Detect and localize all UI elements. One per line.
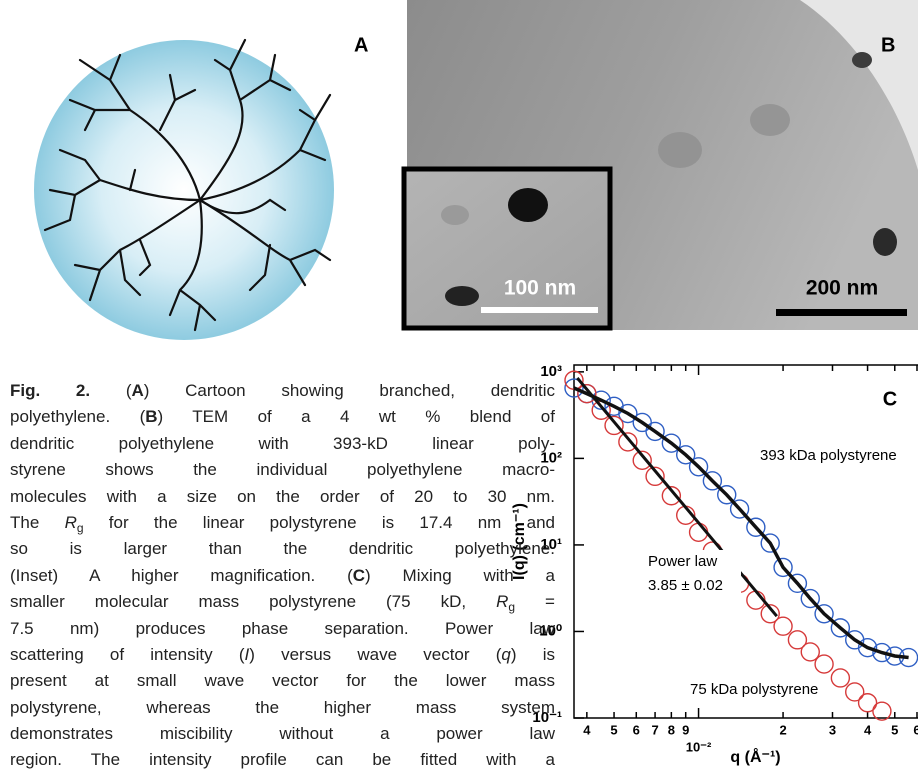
caption-text: g	[77, 521, 84, 535]
plot-frame	[574, 365, 918, 718]
scale-bar	[776, 309, 907, 316]
caption-text: 7.5 nm) produces phase separation. Power…	[10, 619, 555, 638]
caption-line: styrene shows the individual polyethylen…	[10, 457, 555, 483]
caption-line: so is larger than the dendritic polyethy…	[10, 536, 555, 562]
panel-a: A	[34, 34, 368, 340]
series-label: 75 kDa polystyrene	[690, 681, 818, 698]
x-tick-label: 4	[583, 722, 591, 737]
caption-text: R	[65, 513, 77, 532]
inset-scale-bar	[481, 307, 598, 313]
sphere	[34, 40, 334, 340]
caption-text: so is larger than the dendritic polyethy…	[10, 539, 555, 558]
scale-label: 200 nm	[806, 277, 878, 300]
caption-line: smaller molecular mass polystyrene (75 k…	[10, 589, 555, 615]
caption-text: polystyrene, whereas the higher mass sys…	[10, 698, 555, 717]
x-tick-label: 6	[913, 722, 918, 737]
caption-text: R	[496, 592, 508, 611]
particle	[508, 188, 548, 222]
caption-text: smaller molecular mass polystyrene (75 k…	[10, 592, 496, 611]
fit-curve	[574, 388, 909, 658]
caption-text: demonstrates miscibility without a power…	[10, 724, 555, 743]
caption-line: polyethylene. (B) TEM of a 4 wt % blend …	[10, 404, 555, 430]
caption-line: 7.5 nm) produces phase separation. Power…	[10, 616, 555, 642]
panel-label: C	[883, 388, 897, 410]
data-point	[846, 683, 864, 701]
caption-line: molecules with a size on the order of 20…	[10, 484, 555, 510]
caption-line: The Rg for the linear polystyrene is 17.…	[10, 510, 555, 536]
caption: Fig. 2. (A) Cartoon showing branched, de…	[10, 378, 555, 774]
particle	[441, 205, 469, 225]
annotation: 3.85 ± 0.02	[648, 577, 723, 594]
caption-text: present at small wave vector for the low…	[10, 671, 555, 690]
caption-text: A	[131, 381, 143, 400]
caption-text: ) versus wave vector (	[249, 645, 501, 664]
caption-text: ) Mixing with a	[365, 566, 555, 585]
caption-text: The	[10, 513, 65, 532]
x-tick-label: 5	[891, 722, 898, 737]
particle	[750, 104, 790, 136]
x-tick-label: 4	[864, 722, 872, 737]
inset-scale-label: 100 nm	[504, 277, 576, 300]
page: A 100 nm 200 nm B 10⁻¹10⁰10¹10²10³456789…	[0, 0, 918, 768]
caption-text: ) TEM of a 4 wt % blend of	[158, 407, 555, 426]
data-point	[831, 669, 849, 687]
caption-text: =	[515, 592, 555, 611]
panel-label: A	[354, 34, 368, 56]
particle	[658, 132, 702, 168]
caption-text: scattering of intensity (	[10, 645, 245, 664]
x-tick-label: 6	[633, 722, 640, 737]
data-point	[605, 416, 623, 434]
particle	[873, 228, 897, 256]
caption-text: ) Cartoon showing branched, dendritic	[144, 381, 555, 400]
x-tick-label: 3	[829, 722, 836, 737]
x-tick-label: 5	[610, 722, 617, 737]
caption-text: dendritic polyethylene with 393-kD linea…	[10, 434, 555, 453]
caption-text: Fig. 2.	[10, 381, 90, 400]
x-tick-label: 8	[668, 722, 675, 737]
caption-line: polystyrene, whereas the higher mass sys…	[10, 695, 555, 721]
particle	[852, 52, 872, 68]
series-label: 393 kDa polystyrene	[760, 447, 897, 464]
caption-line: scattering of intensity (I) versus wave …	[10, 642, 555, 668]
caption-line: present at small wave vector for the low…	[10, 668, 555, 694]
caption-text: styrene shows the individual polyethylen…	[10, 460, 555, 479]
x-axis-label: q (Å⁻¹)	[730, 747, 780, 766]
caption-text: (Inset) A higher magnification. (	[10, 566, 353, 585]
x-tick-label: 7	[651, 722, 658, 737]
caption-text: polyethylene. (	[10, 407, 145, 426]
panel-b: 100 nm 200 nm B	[404, 0, 918, 330]
panel-label: B	[881, 34, 895, 56]
x-tick-label: 9	[682, 722, 689, 737]
x-tick-label: 2	[779, 722, 786, 737]
caption-text: (	[90, 381, 131, 400]
annotation: Power law	[648, 553, 717, 570]
caption-text: q	[501, 645, 510, 664]
caption-line: (Inset) A higher magnification. (C) Mixi…	[10, 563, 555, 589]
caption-text: molecules with a size on the order of 20…	[10, 487, 555, 506]
caption-line: demonstrates miscibility without a power…	[10, 721, 555, 747]
inset	[404, 169, 610, 328]
x-tick-label: 10⁻²	[686, 739, 712, 754]
data-point	[815, 655, 833, 673]
data-point	[774, 617, 792, 635]
caption-line: Fig. 2. (A) Cartoon showing branched, de…	[10, 378, 555, 404]
caption-line: region. The intensity profile can be fit…	[10, 747, 555, 773]
caption-text: B	[145, 407, 157, 426]
caption-line: dendritic polyethylene with 393-kD linea…	[10, 431, 555, 457]
particle	[445, 286, 479, 306]
caption-text: C	[353, 566, 365, 585]
caption-text: region. The intensity profile can be fit…	[10, 750, 555, 769]
caption-text: for the linear polystyrene is 17.4 nm an…	[84, 513, 555, 532]
caption-text: ) is	[511, 645, 555, 664]
